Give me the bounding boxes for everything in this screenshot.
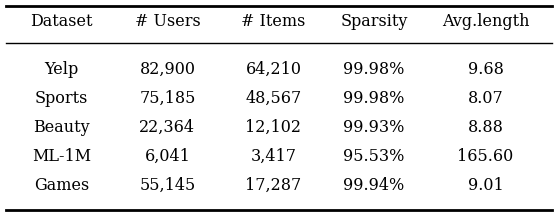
Text: 165.60: 165.60 [458,148,513,165]
Text: 99.93%: 99.93% [343,119,405,136]
Text: 22,364: 22,364 [140,119,195,136]
Text: 99.98%: 99.98% [343,90,405,107]
Text: 6,041: 6,041 [145,148,190,165]
Text: Games: Games [33,177,89,194]
Text: 12,102: 12,102 [246,119,301,136]
Text: 55,145: 55,145 [140,177,195,194]
Text: Yelp: Yelp [44,61,79,78]
Text: 75,185: 75,185 [139,90,196,107]
Text: 8.07: 8.07 [468,90,503,107]
Text: 9.68: 9.68 [468,61,503,78]
Text: 3,417: 3,417 [251,148,296,165]
Text: Avg.length: Avg.length [442,13,529,30]
Text: # Items: # Items [241,13,306,30]
Text: Sparsity: Sparsity [340,13,407,30]
Text: 17,287: 17,287 [246,177,301,194]
Text: 99.98%: 99.98% [343,61,405,78]
Text: 99.94%: 99.94% [343,177,405,194]
Text: 9.01: 9.01 [468,177,503,194]
Text: 64,210: 64,210 [246,61,301,78]
Text: 95.53%: 95.53% [343,148,405,165]
Text: Sports: Sports [35,90,88,107]
Text: Dataset: Dataset [30,13,93,30]
Text: 48,567: 48,567 [246,90,301,107]
Text: # Users: # Users [134,13,200,30]
Text: 82,900: 82,900 [140,61,195,78]
Text: Beauty: Beauty [33,119,90,136]
Text: ML-1M: ML-1M [32,148,91,165]
Text: 8.88: 8.88 [468,119,503,136]
